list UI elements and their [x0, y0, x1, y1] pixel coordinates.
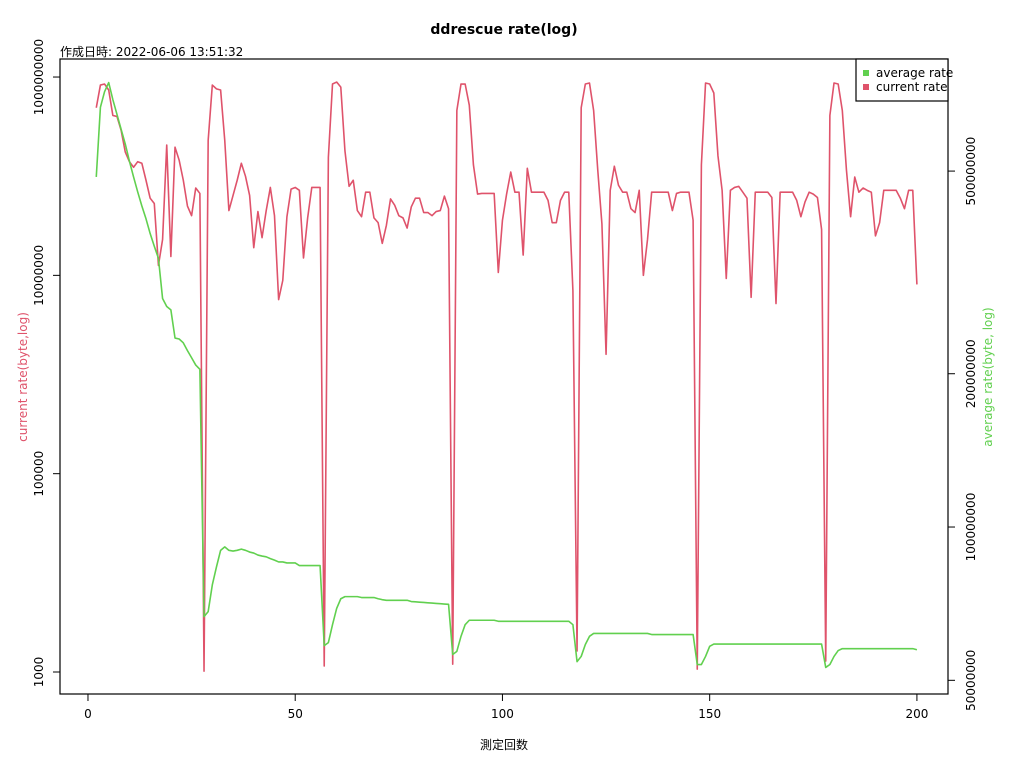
y-tick-label: 100000: [32, 451, 46, 497]
x-tick-label: 50: [288, 707, 303, 721]
x-tick-label: 100: [491, 707, 514, 721]
y2-tick-label: 200000000: [964, 339, 978, 408]
y2-axis-label: average rate(byte, log): [981, 307, 995, 446]
y2-tick-label: 100000000: [964, 493, 978, 562]
legend-box: [855, 58, 949, 102]
y-tick-label: 10000000: [32, 245, 46, 306]
y-axis-label: current rate(byte,log): [16, 312, 30, 442]
series-line: [95, 81, 918, 672]
x-tick-label: 200: [905, 707, 928, 721]
chart-title: ddrescue rate(log): [430, 22, 577, 38]
y-tick-label: 1000: [32, 657, 46, 688]
legend-swatch: [863, 84, 869, 90]
legend-swatch: [863, 70, 869, 76]
y2-tick-label: 500000000: [964, 137, 978, 206]
y2-tick-label: 50000000: [964, 650, 978, 711]
x-tick-label: 0: [84, 707, 92, 721]
legend-label: current rate: [876, 80, 947, 94]
series-line: [95, 81, 918, 669]
x-tick-label: 150: [698, 707, 721, 721]
subtitle: 作成日時: 2022-06-06 13:51:32: [60, 45, 243, 59]
legend-label: average rate: [876, 66, 953, 80]
y-tick-label: 1000000000: [32, 39, 46, 115]
plot-frame: [59, 58, 949, 695]
x-axis-label: 測定回数: [480, 737, 528, 752]
